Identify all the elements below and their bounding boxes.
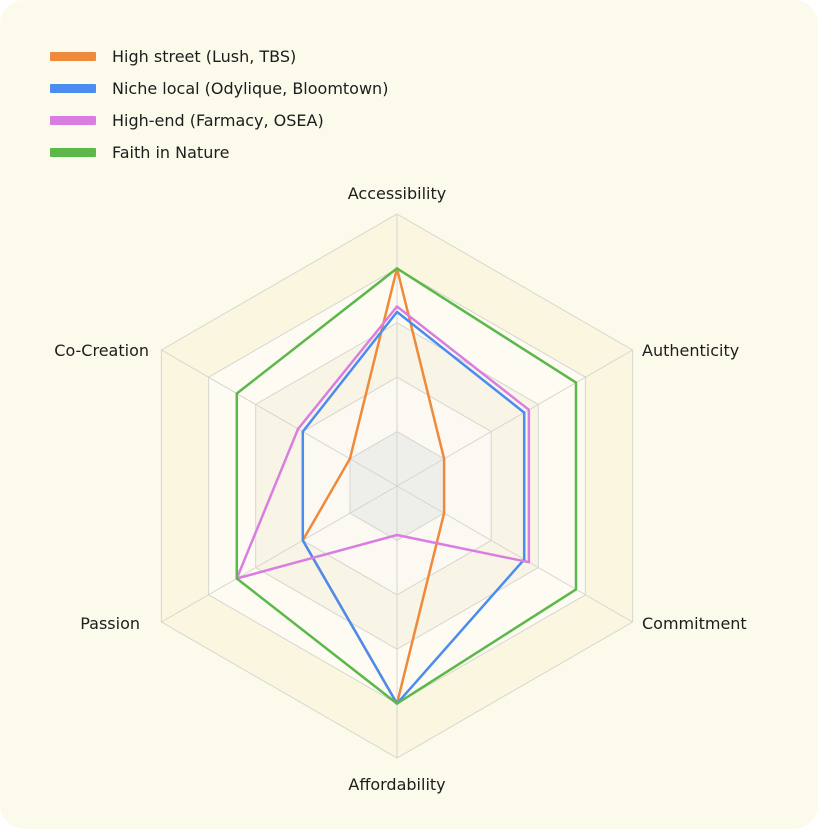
legend-swatch bbox=[50, 147, 96, 157]
axis-label: Co-Creation bbox=[54, 341, 149, 360]
legend-swatch bbox=[50, 51, 96, 61]
axis-label: Affordability bbox=[348, 775, 445, 794]
legend-item[interactable]: High street (Lush, TBS) bbox=[50, 40, 388, 72]
grid-spoke bbox=[396, 349, 633, 487]
series-line bbox=[235, 305, 531, 580]
axis-label: Authenticity bbox=[642, 341, 739, 360]
grid-spoke bbox=[161, 485, 398, 623]
legend-label: High street (Lush, TBS) bbox=[112, 46, 297, 66]
legend-label: Faith in Nature bbox=[112, 142, 230, 162]
grid-spoke bbox=[161, 349, 398, 487]
legend-label: Niche local (Odylique, Bloomtown) bbox=[112, 78, 389, 98]
axis-label: Commitment bbox=[642, 614, 747, 633]
legend: High street (Lush, TBS) Niche local (Odyl… bbox=[50, 40, 388, 168]
legend-label: High-end (Farmacy, OSEA) bbox=[112, 110, 324, 130]
legend-swatch bbox=[50, 83, 96, 93]
legend-item[interactable]: High-end (Farmacy, OSEA) bbox=[50, 104, 388, 136]
axis-label: Accessibility bbox=[348, 184, 446, 203]
legend-swatch bbox=[50, 115, 96, 125]
axis-label: Passion bbox=[80, 614, 140, 633]
series-line bbox=[235, 267, 578, 705]
legend-item[interactable]: Faith in Nature bbox=[50, 136, 388, 168]
grid-spoke bbox=[396, 485, 633, 623]
legend-item[interactable]: Niche local (Odylique, Bloomtown) bbox=[50, 72, 388, 104]
